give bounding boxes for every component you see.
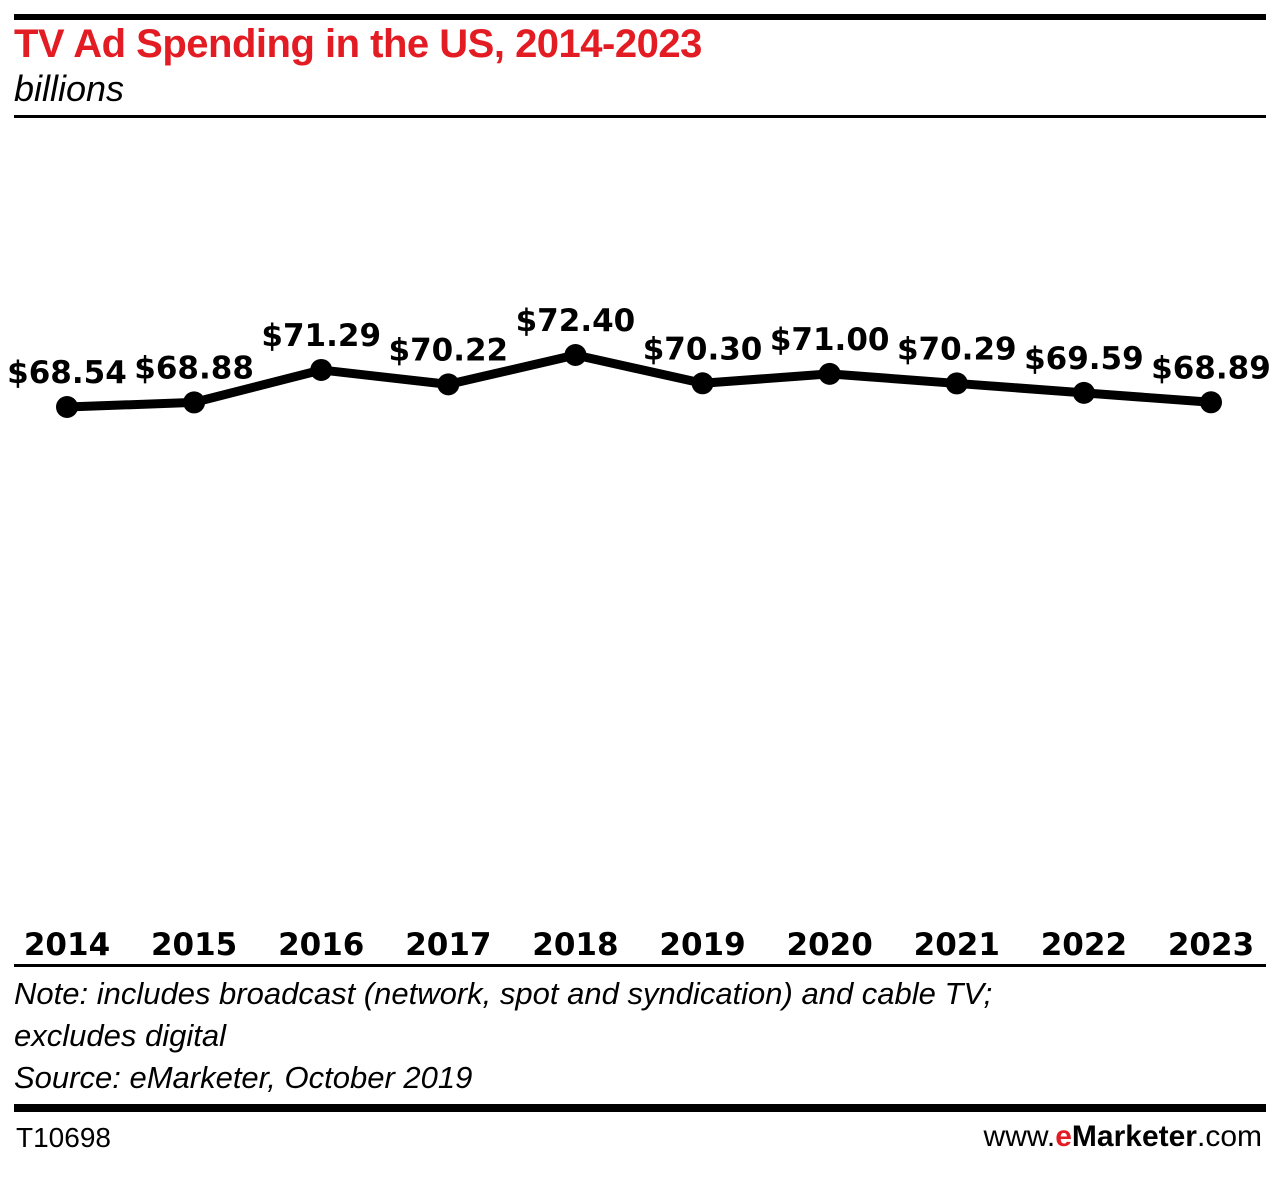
data-label: $71.29	[261, 318, 381, 354]
chart-subtitle: billions	[14, 68, 125, 109]
chart-code: T10698	[16, 1122, 111, 1153]
data-point	[691, 372, 714, 395]
note-line-2: excludes digital	[14, 1018, 226, 1053]
data-label: $69.59	[1024, 341, 1144, 377]
data-point	[945, 372, 968, 395]
chart-title: TV Ad Spending in the US, 2014-2023	[14, 22, 702, 66]
data-point	[437, 373, 460, 396]
axis-rule	[14, 964, 1266, 967]
data-label: $70.22	[389, 332, 509, 368]
x-tick-label: 2017	[405, 927, 491, 963]
x-tick-label: 2021	[914, 927, 1000, 963]
data-point	[1200, 391, 1222, 414]
x-tick-label: 2022	[1041, 927, 1127, 963]
data-point	[1072, 381, 1095, 404]
brand-name: Marketer	[1071, 1120, 1197, 1153]
site-suffix: .com	[1196, 1120, 1262, 1153]
data-label: $71.00	[770, 322, 890, 358]
x-tick-label: 2016	[278, 927, 364, 963]
site-url[interactable]: www.eMarketer.com	[984, 1120, 1262, 1154]
footer-rule	[14, 1104, 1266, 1112]
site-prefix: www.	[983, 1120, 1056, 1153]
x-tick-label: 2023	[1168, 927, 1254, 963]
data-label: $70.29	[897, 331, 1017, 367]
brand-e: e	[1055, 1120, 1072, 1153]
x-tick-label: 2020	[787, 927, 873, 963]
data-label: $68.54	[7, 355, 127, 391]
top-rule	[14, 14, 1266, 20]
data-label: $68.89	[1151, 350, 1271, 386]
x-tick-label: 2018	[532, 927, 618, 963]
note-line-1: Note: includes broadcast (network, spot …	[14, 976, 993, 1011]
x-tick-label: 2019	[659, 927, 745, 963]
data-label: $72.40	[516, 303, 636, 339]
data-point	[310, 358, 333, 381]
line-chart: $68.54 2014 $68.88 2015 $71.29 2016 $70.22 2017…	[7, 303, 1271, 963]
header-rule	[14, 115, 1266, 118]
data-label: $68.88	[134, 350, 254, 386]
data-point	[818, 362, 841, 385]
x-tick-label: 2015	[151, 927, 237, 963]
x-tick-label: 2014	[24, 927, 110, 963]
data-point	[56, 396, 78, 418]
data-point	[564, 344, 587, 367]
data-label: $70.30	[643, 331, 763, 367]
data-point	[183, 391, 206, 414]
series-line	[66, 350, 1212, 412]
source-note: Source: eMarketer, October 2019	[14, 1060, 473, 1095]
